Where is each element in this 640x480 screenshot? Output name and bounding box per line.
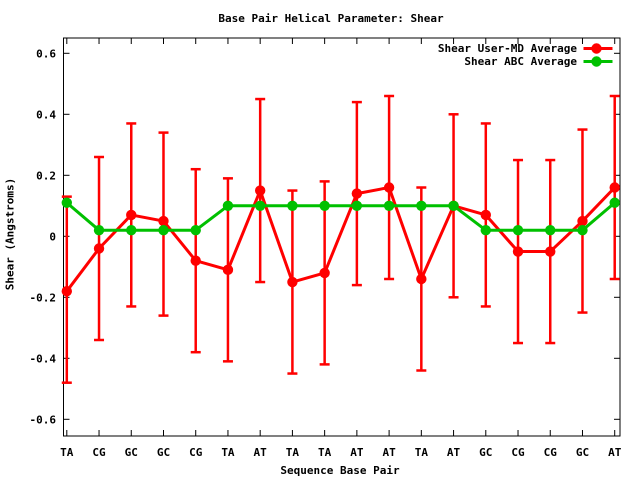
x-tick-label: TA xyxy=(415,446,429,459)
series-line-user-md xyxy=(65,186,616,293)
x-tick-label: GC xyxy=(576,446,589,459)
data-point-abc xyxy=(126,225,137,236)
data-point-user-md xyxy=(577,215,588,227)
legend-label-user-md: Shear User-MD Average xyxy=(437,42,577,55)
data-point-user-md xyxy=(126,209,137,221)
x-tick-label: TA xyxy=(318,446,332,459)
data-point-abc xyxy=(545,225,556,236)
data-point-user-md xyxy=(61,286,72,297)
data-point-abc xyxy=(480,225,491,236)
data-point-abc xyxy=(254,200,266,211)
data-point-abc xyxy=(448,200,459,211)
legend-entry-abc: Shear ABC Average xyxy=(464,55,613,68)
data-point-user-md xyxy=(512,246,524,257)
data-point-abc xyxy=(577,225,588,236)
plot-border xyxy=(63,37,621,437)
data-point-user-md xyxy=(158,215,169,227)
y-tick-label: 0.4 xyxy=(36,108,56,121)
data-point-user-md xyxy=(545,246,556,257)
x-tick-label: AT xyxy=(608,446,622,459)
x-tick-label: CG xyxy=(189,446,203,459)
x-tick-label: AT xyxy=(254,446,268,459)
y-tick-label: 0 xyxy=(49,230,56,243)
data-point-abc xyxy=(222,200,234,211)
data-point-user-md xyxy=(319,267,330,279)
data-point-user-md xyxy=(480,209,491,221)
y-axis-label: Shear (Angstroms) xyxy=(3,177,17,291)
y-tick-label: 0.2 xyxy=(36,169,56,182)
x-tick-label: GC xyxy=(479,446,492,459)
data-point-user-md xyxy=(416,273,427,285)
data-point-abc xyxy=(351,200,363,211)
y-tick-label: -0.4 xyxy=(30,352,57,365)
x-tick-label: CG xyxy=(511,446,525,459)
data-point-user-md xyxy=(222,264,234,276)
chart-title: Base Pair Helical Parameter: Shear xyxy=(218,12,444,25)
data-point-abc xyxy=(158,225,169,236)
data-point-user-md xyxy=(383,182,395,193)
y-tick-label: 0.6 xyxy=(36,47,56,60)
x-tick-label: AT xyxy=(350,446,364,459)
x-axis-label: Sequence Base Pair xyxy=(280,464,400,477)
x-tick-label: CG xyxy=(92,446,106,459)
legend: Shear User-MD Average Shear ABC Average xyxy=(438,42,613,68)
data-point-user-md xyxy=(609,182,620,193)
x-tick-label: TA xyxy=(286,446,300,459)
x-tick-label: GC xyxy=(157,446,170,459)
data-point-abc xyxy=(512,225,524,236)
x-tick-label: TA xyxy=(221,446,235,459)
legend-label-abc: Shear ABC Average xyxy=(464,55,577,68)
data-point-user-md xyxy=(254,185,266,196)
data-point-abc xyxy=(190,225,201,236)
x-tick-label: CG xyxy=(544,446,558,459)
data-point-abc xyxy=(416,200,427,211)
data-point-user-md xyxy=(351,188,363,199)
series-line-abc xyxy=(65,201,616,232)
x-tick-label: AT xyxy=(447,446,461,459)
data-point-abc xyxy=(383,200,395,211)
data-point-abc xyxy=(287,200,298,211)
data-point-user-md xyxy=(190,255,201,266)
x-tick-label: GC xyxy=(125,446,138,459)
y-tick-label: -0.2 xyxy=(30,291,57,304)
legend-entry-user-md: Shear User-MD Average xyxy=(438,42,613,55)
x-tick-label: TA xyxy=(60,446,74,459)
legend-sample-abc-icon xyxy=(583,56,613,67)
x-tick-label: AT xyxy=(382,446,396,459)
data-point-abc xyxy=(609,197,620,208)
data-point-user-md xyxy=(93,243,105,254)
data-point-abc xyxy=(93,225,105,236)
y-tick-label: -0.6 xyxy=(30,413,57,426)
data-point-abc xyxy=(319,200,330,211)
data-point-abc xyxy=(61,197,72,208)
data-point-user-md xyxy=(287,276,298,288)
legend-sample-user-md-icon xyxy=(583,43,613,54)
